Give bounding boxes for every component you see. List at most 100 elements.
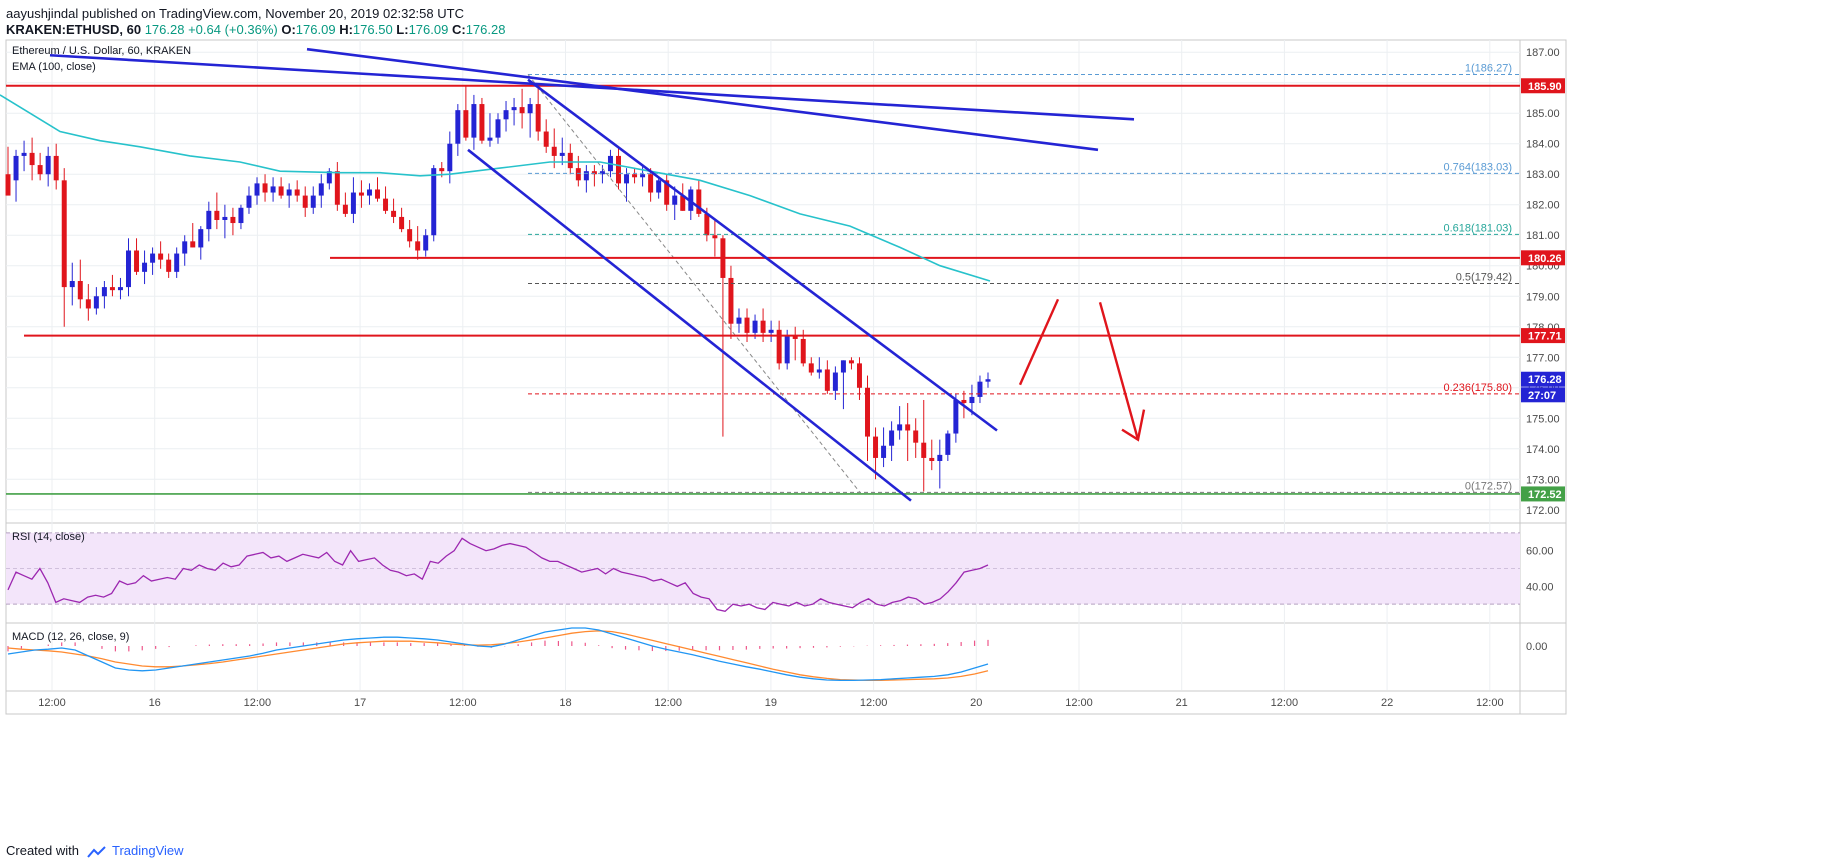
candle-body [921,442,927,458]
candle-body [535,104,541,132]
candle-body [856,363,862,388]
candle-body [551,146,557,156]
x-tick-label: 12:00 [1271,697,1299,709]
fib-level-label: 0.5(179.42) [1456,271,1512,283]
candle-body [664,180,670,205]
candle-body [881,445,887,458]
price-axis-tag-label: 177.71 [1528,331,1562,343]
trend-line [49,53,1135,121]
author-name[interactable]: aayushjindal [6,6,79,21]
low-label: L: [396,22,409,37]
candle-body [519,107,525,114]
x-tick-label: 12:00 [860,697,888,709]
candle-body [150,253,156,263]
x-tick-label: 19 [765,697,777,709]
candle-body [889,430,895,446]
candle-body [222,216,228,220]
x-tick-label: 21 [1176,697,1188,709]
price-axis-tag-label: 180.26 [1528,253,1562,265]
open-label: O: [281,22,296,37]
main-legend-title: Ethereum / U.S. Dollar, 60, KRAKEN [12,45,191,57]
trend-line [527,78,998,432]
x-tick-label: 12:00 [1065,697,1093,709]
high-value: 176.50 [352,22,393,37]
y-tick-label: 184.00 [1526,139,1560,151]
candle-body [800,338,806,364]
ema-legend-label: EMA (100, close) [12,61,96,73]
candle-body [174,253,180,272]
y-tick-label: 177.00 [1526,352,1560,364]
x-tick-label: 20 [970,697,982,709]
rsi-legend-label: RSI (14, close) [12,531,85,543]
symbol-label: KRAKEN:ETHUSD, 60 [6,22,142,37]
candle-body [816,369,822,373]
candle-body [254,183,260,196]
candle-body [278,186,284,196]
candle-body [447,143,453,172]
candle-body [61,180,67,288]
y-tick-label: 187.00 [1526,47,1560,59]
candle-body [262,183,268,193]
candle-body [230,216,236,224]
publisher-line: aayushjindal published on TradingView.co… [6,6,464,21]
candle-body [431,168,437,236]
candle-body [672,195,678,205]
candle-body [575,168,581,181]
candle-body [616,155,621,184]
candle-body [158,253,164,260]
open-value: 176.09 [295,22,336,37]
candle-body [37,165,43,175]
ohlc-line: KRAKEN:ETHUSD, 60 176.28 +0.64 (+0.36%) … [6,22,505,37]
x-tick-label: 12:00 [1476,697,1504,709]
rsi-tick-label: 40.00 [1526,581,1554,593]
x-tick-label: 12:00 [38,697,66,709]
price-axis-tag-label: 185.90 [1528,81,1562,93]
candle-body [5,174,11,196]
candle-body [567,152,573,169]
candle-body [366,189,372,196]
y-tick-label: 181.00 [1526,230,1560,242]
candle-body [503,110,509,120]
candle-body [190,241,196,248]
chart-frame [5,39,1567,715]
close-value: 176.28 [465,22,506,37]
candle-body [318,183,324,196]
candle-body [752,320,758,333]
published-text: published on TradingView.com, November 2… [81,6,464,21]
last-price: 176.28 [144,22,185,37]
x-tick-label: 17 [354,697,366,709]
candle-body [824,369,830,391]
y-tick-label: 179.00 [1526,291,1560,303]
candle-body [583,171,589,181]
candle-body [768,329,774,333]
candle-body [680,195,686,211]
candle-body [383,198,389,211]
candle-body [93,296,99,309]
candle-body [487,137,493,141]
candle-body [953,399,959,434]
candle-body [511,107,517,111]
candle-body [198,229,204,248]
x-tick-label: 12:00 [449,697,477,709]
candle-body [471,104,477,138]
candle-body [375,189,380,199]
candle-body [85,299,91,309]
trend-line [306,47,1099,152]
candle-body [310,195,316,208]
candle-body [415,241,421,251]
candle-body [166,259,172,272]
candle-body [117,287,123,291]
candle-body [214,210,220,220]
candle-body [463,110,469,138]
candle-body [905,424,911,431]
candle-body [29,152,35,166]
tradingview-link[interactable]: TradingView [112,843,184,858]
candle-body [246,195,252,208]
price-axis-tag [1521,371,1565,387]
close-label: C: [451,22,466,37]
candle-body [784,335,790,364]
candle-body [848,360,854,364]
price-axis-tag-label: 172.52 [1528,489,1562,501]
price-axis-tag [1521,328,1565,344]
